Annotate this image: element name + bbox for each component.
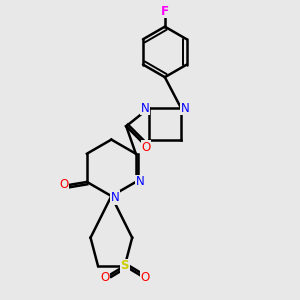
Text: N: N [180, 102, 189, 115]
Text: O: O [140, 271, 150, 284]
Text: N: N [111, 191, 119, 204]
Text: O: O [59, 178, 68, 191]
Text: N: N [141, 102, 149, 115]
Text: N: N [136, 176, 145, 188]
Text: O: O [100, 271, 109, 284]
Text: O: O [142, 140, 151, 154]
Text: S: S [121, 260, 129, 272]
Text: F: F [161, 5, 169, 18]
